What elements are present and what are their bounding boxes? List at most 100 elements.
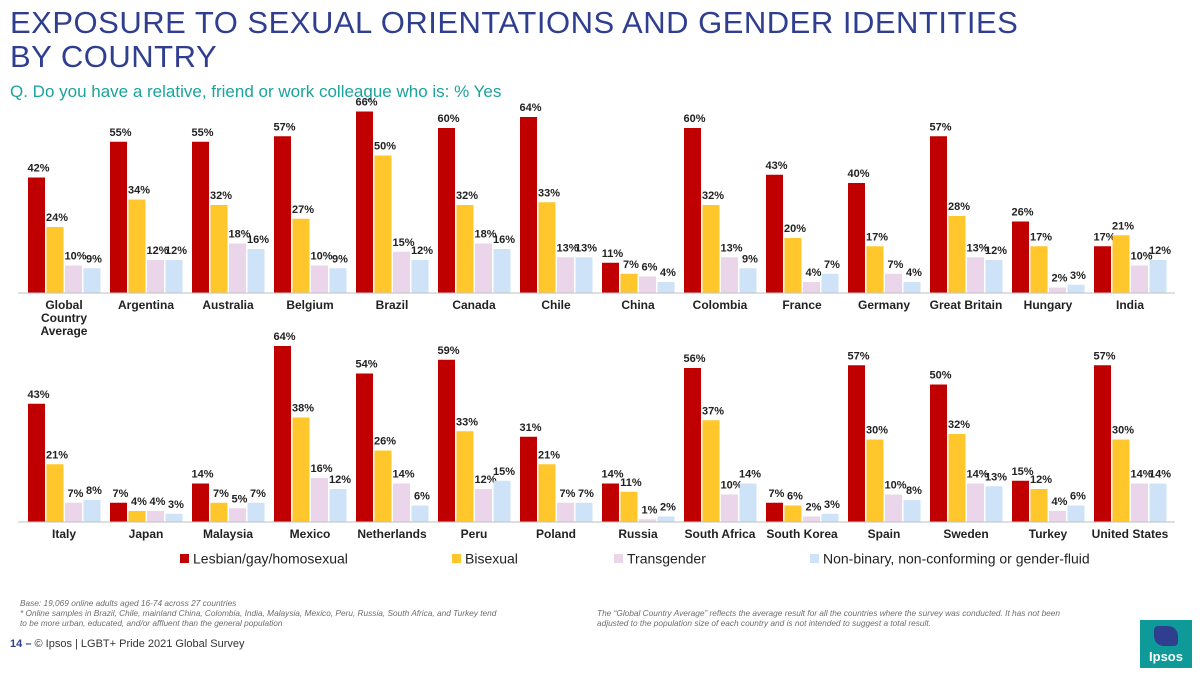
data-label: 21% — [46, 449, 68, 461]
bar-united-states-s1 — [1094, 365, 1111, 522]
bar-global-country-average-s3 — [65, 265, 82, 293]
data-label: 15% — [392, 237, 414, 249]
data-label: 17% — [1093, 231, 1115, 243]
bar-germany-s1 — [848, 183, 865, 293]
data-label: 13% — [966, 242, 988, 254]
bar-poland-s3 — [557, 502, 574, 522]
bar-turkey-s1 — [1012, 480, 1029, 522]
category-label: Country — [41, 311, 87, 325]
category-label: Malaysia — [203, 527, 253, 541]
bar-russia-s2 — [620, 491, 638, 522]
data-label: 50% — [374, 141, 396, 153]
page-separator: – — [25, 638, 32, 650]
category-label: Sweden — [943, 527, 988, 541]
bar-poland-s1 — [520, 436, 537, 522]
data-label: 7% — [213, 488, 229, 500]
data-label: 14% — [191, 469, 213, 481]
data-label: 4% — [131, 496, 147, 508]
bar-argentina-s4 — [165, 260, 183, 293]
data-label: 14% — [966, 469, 988, 481]
bar-south-korea-s2 — [784, 505, 802, 522]
bar-india-s4 — [1149, 260, 1167, 293]
bar-china-s3 — [639, 276, 656, 293]
bar-canada-s3 — [475, 243, 492, 293]
category-label: Mexico — [290, 527, 331, 541]
bar-belgium-s2 — [292, 218, 310, 293]
bar-sweden-s2 — [948, 434, 966, 522]
data-label: 55% — [191, 127, 213, 139]
data-label: 31% — [519, 422, 541, 434]
bar-spain-s2 — [866, 439, 884, 522]
footnote-base: Base: 19,069 online adults aged 16-74 ac… — [20, 598, 496, 628]
data-label: 12% — [329, 474, 351, 486]
data-label: 32% — [702, 190, 724, 202]
footnote-global-average: The “Global Country Average” reflects th… — [597, 608, 1060, 628]
bar-germany-s3 — [885, 273, 902, 293]
data-label: 8% — [86, 485, 102, 497]
bar-colombia-s1 — [684, 128, 701, 293]
data-label: 12% — [165, 245, 187, 257]
data-label: 14% — [739, 469, 761, 481]
bar-malaysia-s4 — [247, 502, 265, 522]
data-label: 14% — [392, 469, 414, 481]
bar-turkey-s3 — [1049, 511, 1066, 522]
data-label: 59% — [437, 345, 459, 357]
data-label: 64% — [273, 331, 295, 343]
data-label: 30% — [866, 425, 888, 437]
bar-hungary-s4 — [1067, 284, 1085, 293]
category-label: France — [782, 298, 822, 312]
data-label: 27% — [292, 204, 314, 216]
footnote-samples-line-1: * Online samples in Brazil, Chile, mainl… — [20, 608, 497, 618]
data-label: 3% — [168, 499, 184, 511]
data-label: 13% — [575, 242, 597, 254]
bar-china-s4 — [657, 282, 675, 293]
bar-peru-s4 — [493, 480, 511, 522]
data-label: 34% — [128, 185, 150, 197]
data-label: 4% — [806, 267, 822, 279]
data-label: 11% — [602, 248, 624, 260]
bar-sweden-s4 — [985, 486, 1003, 522]
data-label: 9% — [332, 253, 348, 265]
data-label: 37% — [702, 405, 724, 417]
bar-brazil-s4 — [411, 260, 429, 293]
data-label: 2% — [1052, 273, 1068, 285]
bar-netherlands-s1 — [356, 373, 373, 522]
bar-france-s4 — [821, 273, 839, 293]
title-line-2: BY COUNTRY — [10, 39, 218, 74]
data-label: 16% — [247, 234, 269, 246]
data-label: 57% — [1093, 350, 1115, 362]
bar-sweden-s1 — [930, 384, 947, 522]
category-label: Canada — [452, 298, 496, 312]
bar-malaysia-s2 — [210, 502, 228, 522]
data-label: 6% — [1070, 491, 1086, 503]
bar-hungary-s1 — [1012, 221, 1029, 293]
category-label: Netherlands — [357, 527, 427, 541]
data-label: 10% — [1130, 251, 1152, 263]
bar-south-africa-s3 — [721, 494, 738, 522]
bar-spain-s3 — [885, 494, 902, 522]
bar-global-country-average-s4 — [83, 268, 101, 293]
data-label: 21% — [538, 449, 560, 461]
category-label: China — [621, 298, 655, 312]
category-label: India — [1116, 298, 1144, 312]
bar-germany-s2 — [866, 246, 884, 293]
page-credit: © Ipsos | LGBT+ Pride 2021 Global Survey — [34, 638, 245, 650]
data-label: 9% — [86, 253, 102, 265]
bar-poland-s4 — [575, 502, 593, 522]
page-number: 14 — [10, 638, 23, 650]
bar-great-britain-s3 — [967, 257, 984, 293]
bar-chile-s2 — [538, 202, 556, 293]
question-subtitle: Q. Do you have a relative, friend or wor… — [10, 82, 502, 101]
data-label: 12% — [985, 245, 1007, 257]
bar-south-korea-s3 — [803, 516, 820, 522]
bar-south-africa-s4 — [739, 483, 757, 522]
category-label: Spain — [868, 527, 901, 541]
bar-india-s1 — [1094, 246, 1111, 293]
bar-italy-s4 — [83, 500, 101, 522]
data-label: 5% — [232, 493, 248, 505]
bar-italy-s3 — [65, 502, 82, 522]
data-label: 3% — [1070, 270, 1086, 282]
data-label: 6% — [787, 491, 803, 503]
bar-peru-s2 — [456, 431, 474, 522]
bar-japan-s1 — [110, 502, 127, 522]
